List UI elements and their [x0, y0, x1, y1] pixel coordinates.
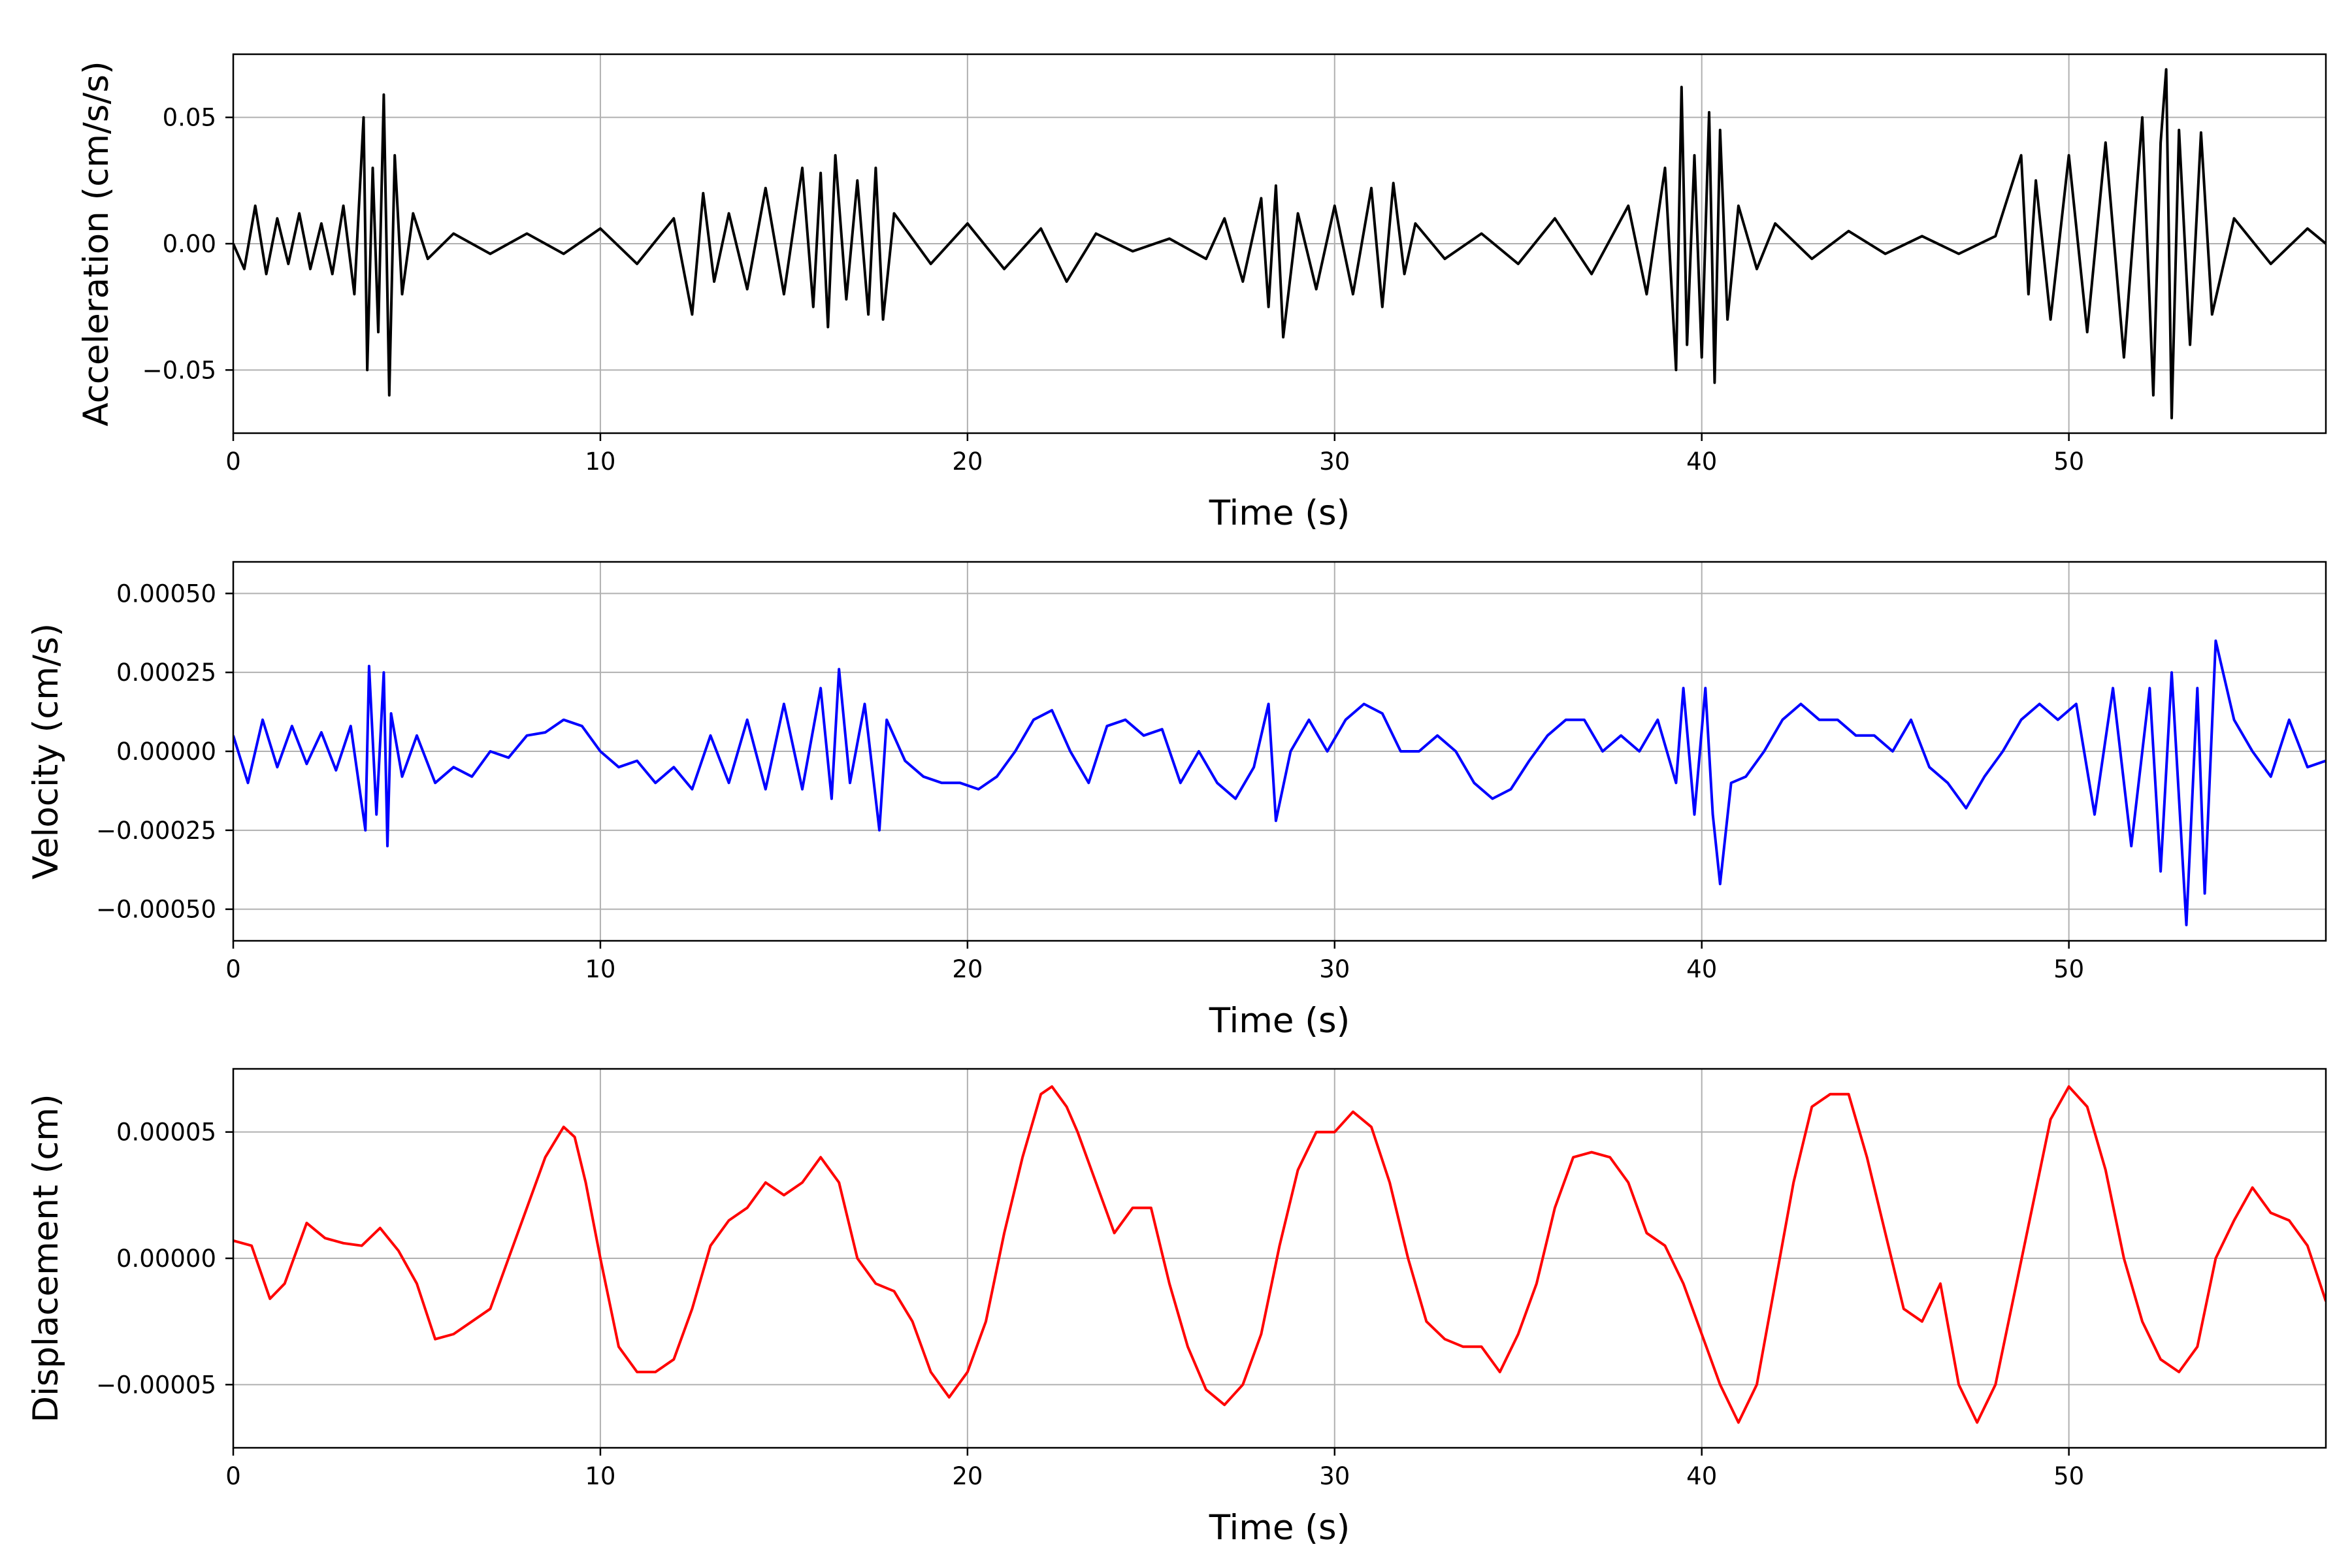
- velocity-y-tick-label: 0.00000: [116, 738, 216, 766]
- velocity-x-tick-label: 30: [1319, 955, 1350, 983]
- acceleration-x-tick-label: 0: [225, 448, 241, 476]
- acceleration-y-tick-label: 0.00: [163, 230, 216, 258]
- acceleration-x-tick-label: 10: [585, 448, 615, 476]
- velocity-series-line: [233, 639, 2326, 926]
- velocity-x-tick-label: 20: [952, 955, 983, 983]
- acceleration-chart: 0 10 20 30 40 50 −0.05 0.00 0.05 Time (s) Accelera…: [76, 53, 2327, 533]
- velocity-y-tick-label: 0.00025: [116, 659, 216, 687]
- acceleration-x-tick-label: 20: [952, 448, 983, 476]
- displacement-y-tick-label: 0.00005: [116, 1119, 216, 1147]
- displacement-chart: 0 10 20 30 40 50 −0.00005 0.00000 0.00005 Time (s…: [26, 1068, 2327, 1548]
- velocity-x-axis-label: Time (s): [1209, 1001, 1350, 1041]
- velocity-y-tick-label: −0.00050: [96, 896, 216, 924]
- displacement-x-tick-label: 50: [2053, 1462, 2084, 1490]
- velocity-x-tick-label: 40: [1686, 955, 1717, 983]
- acceleration-y-tick-label: 0.05: [163, 104, 216, 132]
- acceleration-x-tick-label: 30: [1319, 448, 1350, 476]
- acceleration-series-line: [233, 68, 2326, 419]
- acceleration-x-tick-label: 50: [2053, 448, 2084, 476]
- acceleration-x-axis-label: Time (s): [1209, 493, 1350, 533]
- velocity-x-tick-label: 10: [585, 955, 615, 983]
- velocity-y-tick-label: −0.00025: [96, 817, 216, 845]
- displacement-x-tick-label: 10: [585, 1462, 615, 1490]
- velocity-y-tick-label: 0.00050: [116, 580, 216, 608]
- displacement-x-tick-label: 30: [1319, 1462, 1350, 1490]
- velocity-x-tick-label: 50: [2053, 955, 2084, 983]
- acceleration-y-axis-label: Acceleration (cm/s/s): [76, 61, 116, 426]
- acceleration-x-tick-label: 40: [1686, 448, 1717, 476]
- displacement-y-tick-label: 0.00000: [116, 1245, 216, 1273]
- displacement-y-axis-label: Displacement (cm): [26, 1094, 66, 1422]
- displacement-x-tick-label: 0: [225, 1462, 241, 1490]
- velocity-x-tick-label: 0: [225, 955, 241, 983]
- displacement-series-line: [233, 1085, 2326, 1424]
- velocity-chart: 0 10 20 30 40 50 −0.00050 −0.00025 0.00000 0.0002…: [26, 561, 2327, 1041]
- displacement-x-tick-label: 40: [1686, 1462, 1717, 1490]
- displacement-x-tick-label: 20: [952, 1462, 983, 1490]
- velocity-y-axis-label: Velocity (cm/s): [26, 623, 66, 879]
- acceleration-y-tick-label: −0.05: [142, 356, 216, 384]
- displacement-x-axis-label: Time (s): [1209, 1508, 1350, 1548]
- displacement-y-tick-label: −0.00005: [96, 1371, 216, 1399]
